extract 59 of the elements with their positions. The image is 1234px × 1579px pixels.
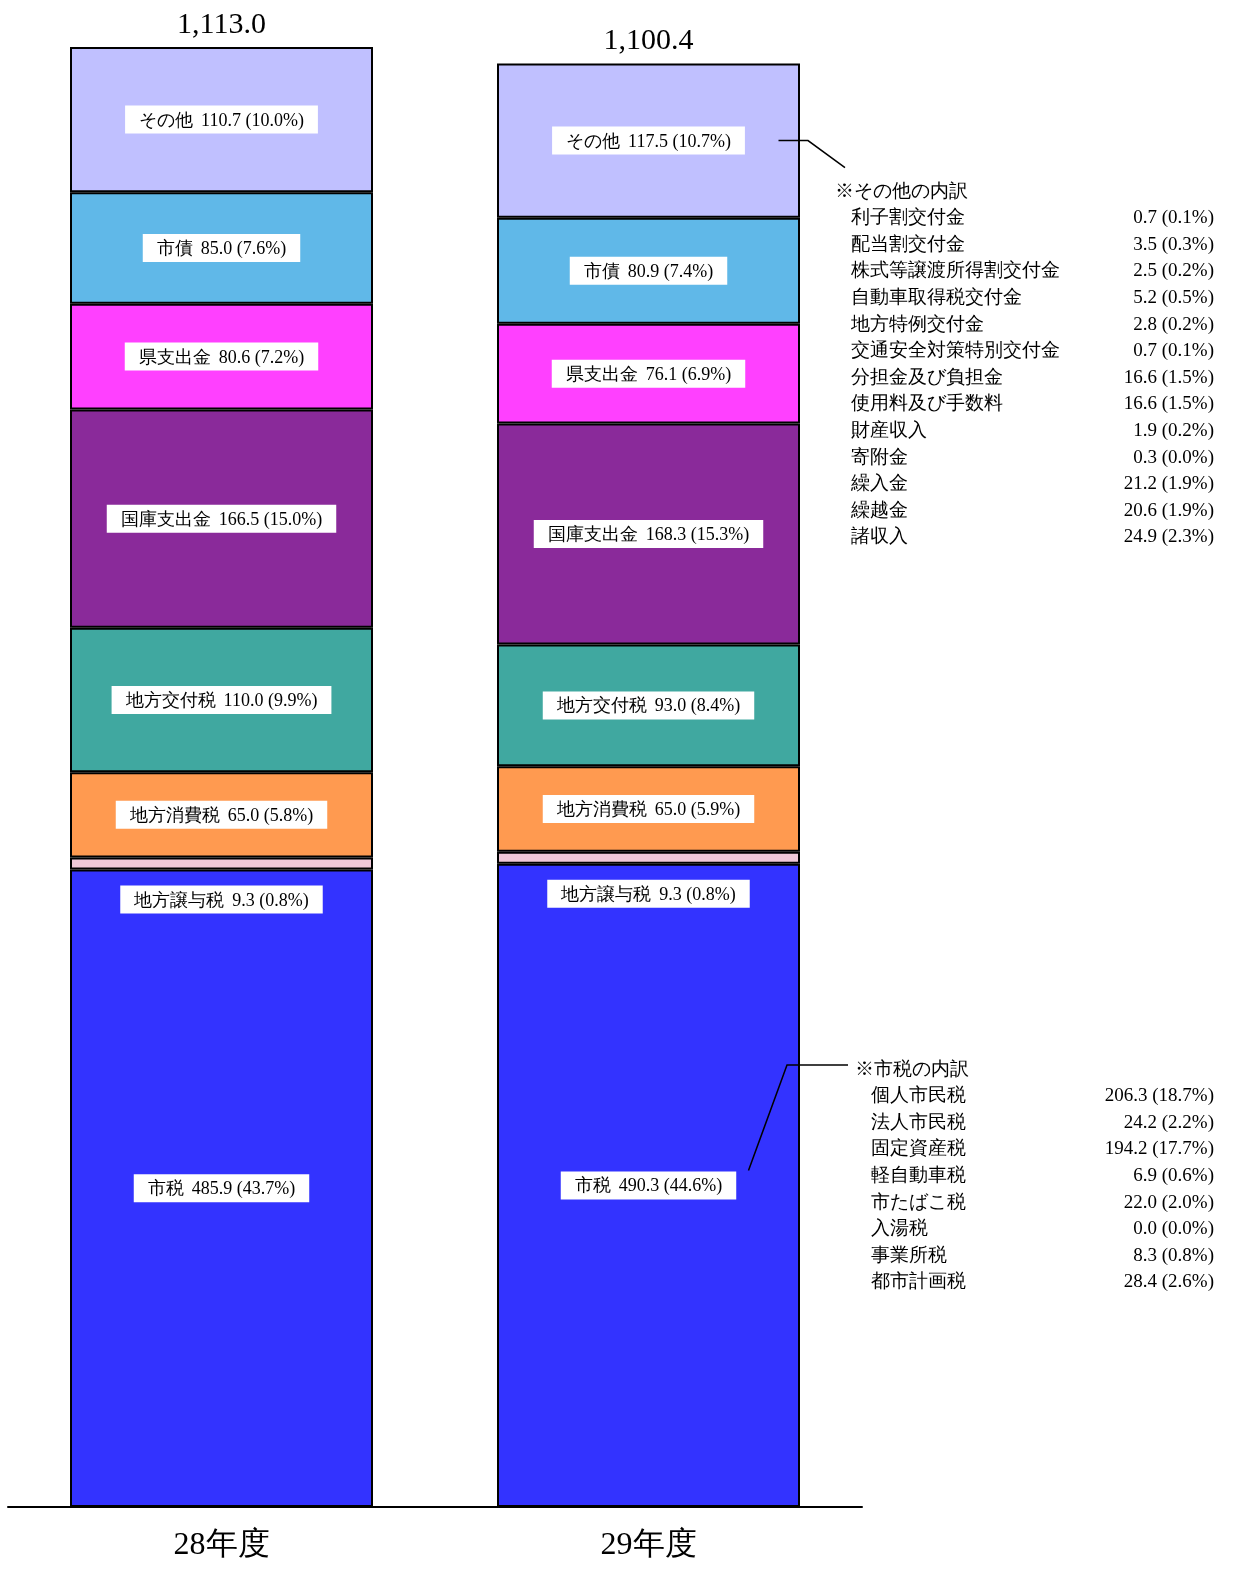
series-label: 地方譲与税 bbox=[133, 889, 225, 910]
x-tick-label: 28年度 bbox=[173, 1525, 270, 1561]
series-label: 市税 bbox=[147, 1178, 184, 1199]
text: 軽自動車税 6.9 (0.6%) bbox=[871, 1163, 1214, 1185]
text: 入湯税 0.0 (0.0%) bbox=[871, 1217, 1214, 1239]
text: 国庫支出金 bbox=[120, 508, 211, 529]
text: 都市計画税 28.4 (2.6%) bbox=[871, 1270, 1214, 1292]
data-label: 93.0 (8.4%) bbox=[654, 695, 741, 717]
data-label: 85.0 (7.6%) bbox=[200, 237, 287, 259]
data-label: 80.9 (7.4%) bbox=[627, 260, 714, 282]
text: 株式等譲渡所得割交付金 2.5 (0.2%) bbox=[851, 259, 1214, 281]
data-label: 9.3 (0.8%) bbox=[659, 883, 736, 905]
data-label: 76.1 (6.9%) bbox=[645, 363, 732, 385]
data-label: 80.6 (7.2%) bbox=[218, 346, 305, 368]
series-label: 地方消費税 bbox=[128, 804, 220, 825]
series-label: その他 bbox=[139, 109, 194, 130]
data-label: 168.3 (15.3%) bbox=[645, 523, 750, 545]
text: 地方特例交付金 2.8 (0.2%) bbox=[851, 312, 1214, 334]
data-label: 110.7 (10.0%) bbox=[201, 109, 304, 131]
x-tick-label: 29年度 bbox=[600, 1525, 697, 1561]
series-label: 市債 bbox=[583, 260, 620, 281]
total-label: 1,100.4 bbox=[603, 22, 694, 56]
data-label: 110.0 (9.9%) bbox=[223, 690, 318, 711]
total-label: 1,113.0 bbox=[177, 5, 266, 39]
text: 市税 bbox=[574, 1175, 611, 1196]
text: その他 bbox=[566, 130, 621, 151]
text: 繰越金 20.6 (1.9%) bbox=[851, 498, 1214, 520]
text: 繰入金 21.2 (1.9%) bbox=[851, 472, 1214, 494]
annotation: ※その他の内訳 bbox=[835, 179, 968, 201]
text: 地方消費税 bbox=[556, 799, 647, 820]
text: 使用料及び手数料 16.6 (1.5%) bbox=[851, 392, 1214, 414]
data-label: 65.0 (5.8%) bbox=[227, 804, 314, 826]
annotation: ※市税の内訳 bbox=[855, 1057, 969, 1079]
data-label: 65.0 (5.9%) bbox=[654, 799, 741, 821]
text: 利子割交付金 0.7 (0.1%) bbox=[851, 206, 1214, 228]
text: 自動車取得税交付金 5.2 (0.5%) bbox=[851, 285, 1214, 307]
text: 事業所税 8.3 (0.8%) bbox=[871, 1243, 1214, 1265]
series-label: 地方交付税 bbox=[555, 695, 647, 716]
text: 固定資産税 194.2 (17.7%) bbox=[871, 1137, 1214, 1159]
text: 市債 bbox=[156, 237, 193, 258]
text: 法人市民税 24.2 (2.2%) bbox=[871, 1110, 1214, 1132]
text: 交通安全対策特別交付金 0.7 (0.1%) bbox=[851, 339, 1214, 361]
text: 分担金及び負担金 16.6 (1.5%) bbox=[851, 365, 1214, 387]
data-label: 9.3 (0.8%) bbox=[232, 889, 309, 911]
text: 配当割交付金 3.5 (0.3%) bbox=[851, 232, 1214, 254]
text: 諸収入 24.9 (2.3%) bbox=[851, 525, 1214, 547]
text: 地方交付税 bbox=[125, 690, 216, 710]
text: 地方譲与税 bbox=[561, 883, 652, 904]
text: 市たばこ税 22.0 (2.0%) bbox=[871, 1190, 1214, 1212]
data-label: 485.9 (43.7%) bbox=[191, 1178, 296, 1200]
series-label: 県支出金 bbox=[565, 363, 638, 384]
text: 個人市民税 206.3 (18.7%) bbox=[871, 1084, 1214, 1106]
data-label: 117.5 (10.7%) bbox=[628, 130, 731, 152]
text: 財産収入 1.9 (0.2%) bbox=[851, 418, 1214, 440]
text: 寄附金 0.3 (0.0%) bbox=[851, 445, 1214, 467]
data-label: 166.5 (15.0%) bbox=[218, 508, 323, 530]
series-label: 国庫支出金 bbox=[547, 523, 638, 544]
data-label: 490.3 (44.6%) bbox=[618, 1175, 723, 1197]
text: 県支出金 bbox=[138, 346, 211, 367]
